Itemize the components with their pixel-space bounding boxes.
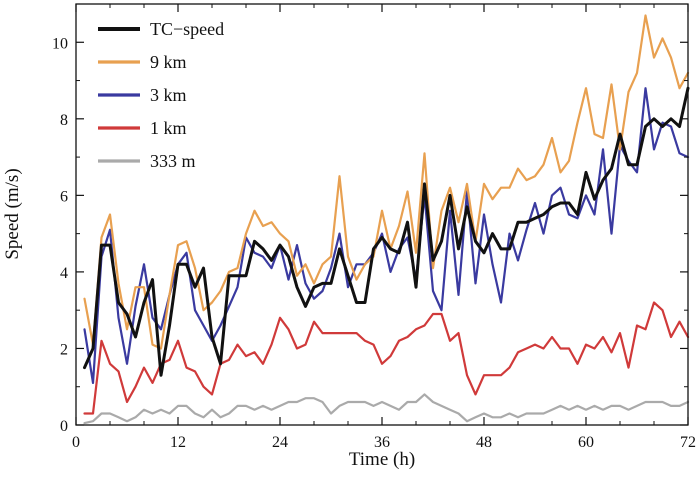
legend: TC−speed 9 km 3 km 1 km 333 m: [98, 19, 224, 171]
y-tick-label: 8: [60, 112, 68, 129]
legend-label: 333 m: [150, 151, 196, 171]
y-axis: 0 2 4 6 8 10: [52, 35, 688, 435]
x-tick-label: 36: [374, 434, 390, 451]
legend-label: 9 km: [150, 52, 187, 72]
x-axis-label: Time (h): [349, 449, 415, 470]
x-tick-label: 0: [72, 434, 80, 451]
x-tick-label: 12: [170, 434, 186, 451]
y-tick-label: 0: [60, 418, 68, 435]
series-line-3: [83, 87, 690, 384]
x-tick-label: 48: [476, 434, 492, 451]
series-layer: [83, 14, 690, 425]
legend-label: 3 km: [150, 85, 187, 105]
y-tick-label: 6: [60, 188, 68, 205]
y-tick-label: 2: [60, 341, 68, 358]
series-line-5: [83, 393, 690, 425]
y-axis-label: Speed (m/s): [2, 168, 23, 259]
y-tick-label: 10: [52, 35, 68, 52]
series-line-1: [83, 86, 690, 377]
x-axis: 0 12 24 36 48 60 72: [72, 4, 696, 451]
legend-label: TC−speed: [150, 19, 224, 39]
legend-label: 1 km: [150, 118, 187, 138]
series-line-4: [83, 301, 690, 415]
x-tick-label: 24: [272, 434, 288, 451]
y-tick-label: 4: [60, 265, 68, 282]
x-tick-label: 72: [680, 434, 696, 451]
series-line-2: [83, 14, 690, 350]
x-tick-label: 60: [578, 434, 594, 451]
